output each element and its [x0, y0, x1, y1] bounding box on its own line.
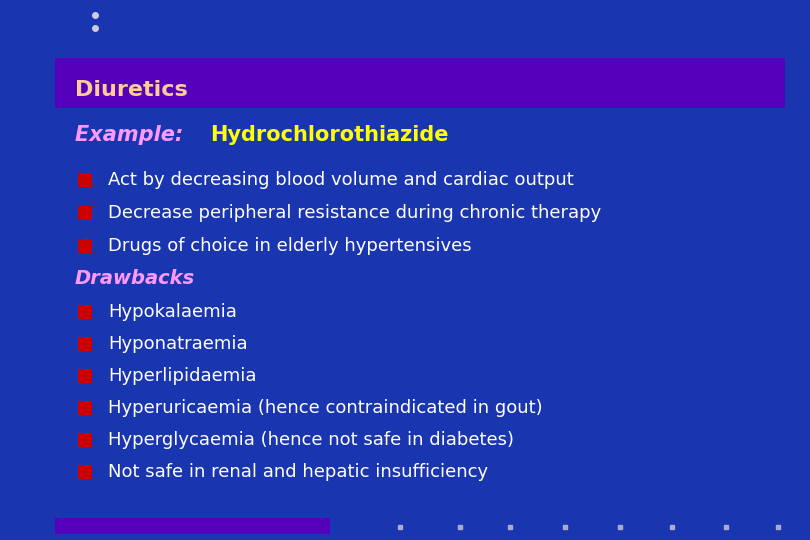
FancyBboxPatch shape	[78, 337, 92, 351]
Text: Hyperglycaemia (hence not safe in diabetes): Hyperglycaemia (hence not safe in diabet…	[108, 431, 514, 449]
FancyBboxPatch shape	[55, 58, 785, 108]
Text: Not safe in renal and hepatic insufficiency: Not safe in renal and hepatic insufficie…	[108, 463, 488, 481]
Text: Hyperuricaemia (hence contraindicated in gout): Hyperuricaemia (hence contraindicated in…	[108, 399, 543, 417]
Text: Hyponatraemia: Hyponatraemia	[108, 335, 248, 353]
Text: Drawbacks: Drawbacks	[75, 268, 195, 287]
FancyBboxPatch shape	[55, 518, 330, 534]
FancyBboxPatch shape	[78, 239, 92, 253]
Text: Example:: Example:	[75, 125, 190, 145]
Text: Diuretics: Diuretics	[75, 80, 188, 100]
Text: Hydrochlorothiazide: Hydrochlorothiazide	[210, 125, 449, 145]
Text: Hyperlipidaemia: Hyperlipidaemia	[108, 367, 257, 385]
Text: Act by decreasing blood volume and cardiac output: Act by decreasing blood volume and cardi…	[108, 171, 573, 189]
FancyBboxPatch shape	[78, 305, 92, 319]
FancyBboxPatch shape	[78, 369, 92, 383]
Text: Hypokalaemia: Hypokalaemia	[108, 303, 237, 321]
Text: Decrease peripheral resistance during chronic therapy: Decrease peripheral resistance during ch…	[108, 204, 601, 222]
FancyBboxPatch shape	[78, 173, 92, 187]
FancyBboxPatch shape	[78, 206, 92, 220]
FancyBboxPatch shape	[78, 465, 92, 479]
FancyBboxPatch shape	[78, 433, 92, 447]
Text: Drugs of choice in elderly hypertensives: Drugs of choice in elderly hypertensives	[108, 237, 471, 255]
FancyBboxPatch shape	[78, 401, 92, 415]
